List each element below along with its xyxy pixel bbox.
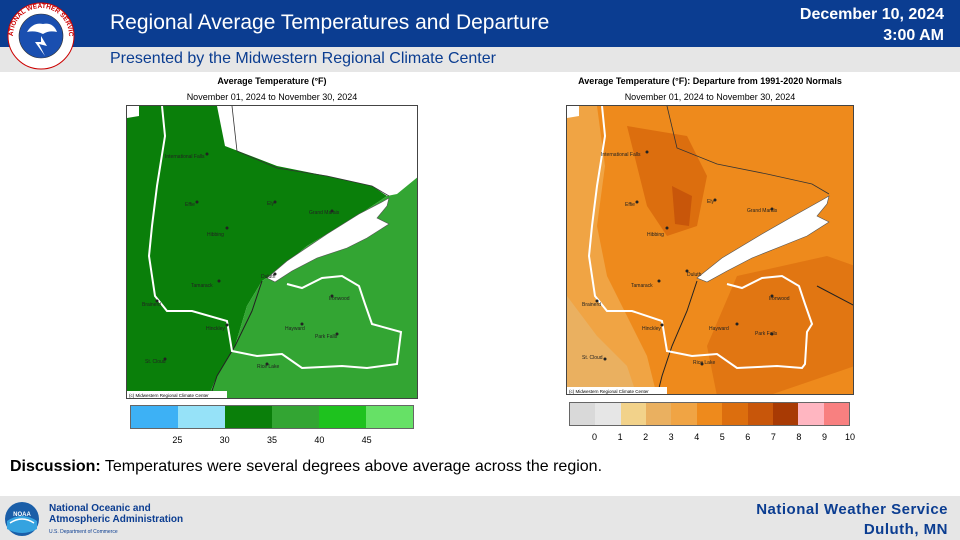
discussion-text: Temperatures were several degrees above …	[100, 458, 603, 475]
legend-tick-label: 4	[694, 432, 700, 442]
footer-bar	[0, 496, 960, 540]
discussion: Discussion: Temperatures were several de…	[10, 458, 602, 476]
legend-swatch	[131, 406, 178, 428]
page-subtitle: Presented by the Midwestern Regional Cli…	[110, 50, 496, 67]
right-map-legend	[569, 402, 850, 426]
noaa-name: National Oceanic and Atmospheric Adminis…	[49, 503, 183, 525]
noaa-line1: National Oceanic and	[49, 503, 151, 514]
city-hinckley-right: Hinckley	[642, 326, 661, 332]
city-hinckley: Hinckley	[206, 326, 225, 332]
legend-swatch	[722, 403, 748, 425]
legend-swatch	[671, 403, 697, 425]
city-st-cloud: St. Cloud	[145, 359, 166, 365]
right-map-copyright: (c) Midwestern Regional Climate Center	[569, 389, 649, 394]
legend-tick-label: 1	[617, 432, 623, 442]
left-map-title: Average Temperature (°F)	[217, 76, 327, 86]
city-hayward-right: Hayward	[709, 326, 729, 332]
city-ironwood-right: Ironwood	[769, 296, 790, 302]
legend-tick-label: 30	[219, 435, 230, 445]
noaa-dept: U.S. Department of Commerce	[49, 529, 118, 535]
city-tamarack: Tamarack	[191, 283, 213, 289]
legend-swatch	[366, 406, 413, 428]
legend-tick-label: 25	[172, 435, 183, 445]
city-brainerd-right: Brainerd	[582, 302, 601, 308]
nws-office: National Weather Service Duluth, MN	[756, 500, 948, 540]
city-ely-right: Ely	[707, 199, 714, 205]
legend-tick-label: 35	[267, 435, 278, 445]
legend-tick-label: 45	[361, 435, 372, 445]
discussion-label: Discussion:	[10, 458, 101, 475]
legend-tick-label: 6	[745, 432, 751, 442]
legend-tick-label: 3	[668, 432, 674, 442]
legend-tick-label: 0	[592, 432, 598, 442]
legend-swatch	[747, 403, 773, 425]
subheader-bar	[0, 47, 960, 72]
legend-swatch	[696, 403, 723, 425]
legend-swatch	[319, 406, 366, 428]
city-brainerd: Brainerd	[142, 302, 161, 308]
legend-swatch	[178, 406, 225, 428]
city-park-falls: Park Falls	[315, 334, 338, 340]
city-tamarack-right: Tamarack	[631, 283, 653, 289]
noaa-logo-icon: NOAA	[5, 502, 39, 536]
legend-swatch	[570, 403, 596, 425]
city-hibbing: Hibbing	[207, 232, 224, 238]
city-grand-marais-right: Grand Marais	[747, 208, 778, 214]
city-rice-lake-right: Rice Lake	[693, 360, 715, 366]
right-map-period: November 01, 2024 to November 30, 2024	[624, 92, 796, 102]
city-ely: Ely	[267, 201, 274, 207]
nws-logo-icon: NATIONAL WEATHER SERVICE	[3, 2, 75, 70]
legend-tick-label: 8	[796, 432, 802, 442]
page-title: Regional Average Temperatures and Depart…	[110, 11, 550, 34]
city-grand-marais: Grand Marais	[309, 210, 340, 216]
legend-swatch	[772, 403, 799, 425]
city-international-falls-right: International Falls	[601, 152, 641, 158]
legend-swatch	[620, 403, 647, 425]
city-international-falls: International Falls	[165, 154, 205, 160]
nws-line2: Duluth, MN	[863, 521, 948, 538]
legend-swatch	[595, 403, 621, 425]
legend-tick-label: 40	[314, 435, 325, 445]
nws-line1: National Weather Service	[756, 501, 948, 518]
city-duluth: Duluth	[261, 274, 276, 280]
city-ironwood: Ironwood	[329, 296, 350, 302]
legend-swatch	[646, 403, 672, 425]
legend-tick-label: 7	[770, 432, 776, 442]
city-park-falls-right: Park Falls	[755, 331, 778, 337]
noaa-line2: Atmospheric Administration	[49, 514, 184, 525]
city-rice-lake: Rice Lake	[257, 364, 279, 370]
legend-tick-label: 2	[643, 432, 649, 442]
left-temperature-map: International Falls Ely Effie Hibbing Gr…	[126, 105, 418, 399]
right-departure-map: International Falls Ely Effie Hibbing Gr…	[566, 105, 854, 395]
header-bar	[0, 0, 960, 47]
left-map-period: November 01, 2024 to November 30, 2024	[186, 92, 358, 102]
time-text: 3:00 AM	[883, 27, 944, 44]
noaa-logo-text: NOAA	[13, 512, 31, 518]
left-map-copyright: (c) Midwestern Regional Climate Center	[129, 393, 209, 398]
city-effie-right: Effie	[625, 202, 635, 208]
legend-tick-label: 10	[845, 432, 856, 442]
city-hibbing-right: Hibbing	[647, 232, 664, 238]
city-st-cloud-right: St. Cloud	[582, 355, 603, 361]
timestamp: December 10, 2024 3:00 AM	[800, 4, 944, 46]
city-hayward: Hayward	[285, 326, 305, 332]
city-effie: Effie	[185, 202, 195, 208]
legend-swatch	[823, 403, 849, 425]
city-duluth-right: Duluth	[687, 272, 702, 278]
legend-swatch	[225, 406, 272, 428]
legend-tick-label: 9	[821, 432, 827, 442]
legend-swatch	[798, 403, 824, 425]
date-text: December 10, 2024	[799, 6, 944, 23]
legend-tick-label: 5	[719, 432, 725, 442]
left-map-legend	[130, 405, 414, 429]
right-map-title: Average Temperature (°F): Departure from…	[578, 76, 842, 86]
legend-swatch	[272, 406, 319, 428]
